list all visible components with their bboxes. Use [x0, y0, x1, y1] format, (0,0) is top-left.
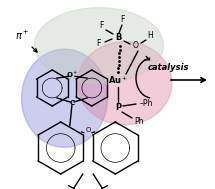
Text: Ph: Ph — [134, 118, 143, 126]
Text: O: O — [85, 127, 91, 133]
Ellipse shape — [77, 42, 172, 125]
Text: O: O — [133, 42, 139, 50]
Text: $\pi^+$: $\pi^+$ — [15, 29, 29, 42]
Text: B: B — [115, 33, 121, 43]
Text: H: H — [147, 32, 153, 40]
Text: Au$^+$: Au$^+$ — [108, 74, 128, 86]
Text: F: F — [96, 39, 100, 47]
Text: F: F — [120, 15, 124, 25]
Text: F: F — [99, 22, 103, 30]
Text: P: P — [115, 104, 121, 112]
Text: catalysis: catalysis — [147, 64, 189, 73]
Text: C: C — [69, 100, 75, 106]
Ellipse shape — [22, 49, 108, 147]
Text: –Ph: –Ph — [140, 98, 153, 108]
Text: O$^+$: O$^+$ — [66, 69, 78, 80]
Ellipse shape — [34, 8, 163, 83]
